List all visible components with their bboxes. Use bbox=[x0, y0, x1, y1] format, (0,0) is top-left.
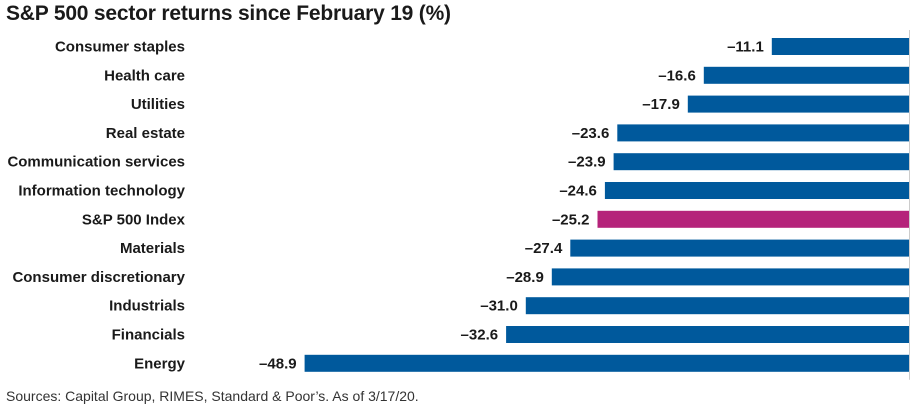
bar-consumer-staples bbox=[771, 38, 909, 55]
value-label: –23.9 bbox=[568, 154, 606, 171]
bar-communication-services bbox=[613, 153, 909, 171]
value-label: –48.9 bbox=[259, 355, 297, 372]
value-label: –17.9 bbox=[642, 96, 680, 113]
bar-information-technology bbox=[604, 182, 909, 199]
category-label: Industrials bbox=[109, 298, 185, 315]
category-label: S&P 500 Index bbox=[82, 211, 186, 228]
bar-real-estate bbox=[617, 124, 909, 142]
category-label: Communication services bbox=[7, 154, 185, 171]
bar-materials bbox=[570, 239, 909, 257]
bars-layer bbox=[304, 38, 910, 372]
bar-health-care bbox=[703, 66, 909, 84]
value-label: –32.6 bbox=[461, 327, 499, 344]
category-label: Energy bbox=[134, 355, 186, 372]
value-label: –25.2 bbox=[552, 211, 590, 228]
source-note: Sources: Capital Group, RIMES, Standard … bbox=[6, 388, 419, 404]
category-label: Financials bbox=[112, 327, 185, 344]
bar-industrials bbox=[525, 297, 909, 315]
value-label: –11.1 bbox=[727, 39, 764, 56]
value-label: –16.6 bbox=[658, 67, 696, 84]
category-label: Consumer discretionary bbox=[12, 269, 185, 286]
value-label: –23.6 bbox=[572, 125, 610, 142]
bar-utilities bbox=[687, 95, 909, 113]
category-label: Utilities bbox=[131, 96, 185, 113]
bar-financials bbox=[506, 326, 909, 343]
bar-consumer-discretionary bbox=[551, 268, 909, 286]
category-label: Materials bbox=[120, 240, 185, 257]
bar-s-p-500-index bbox=[597, 210, 909, 228]
labels-layer: Consumer staples –11.1 Health care –16.6 Uti… bbox=[7, 39, 763, 373]
value-label: –24.6 bbox=[559, 183, 597, 200]
category-label: Real estate bbox=[106, 125, 185, 142]
category-label: Health care bbox=[104, 67, 185, 84]
bar-energy bbox=[304, 354, 910, 372]
value-label: –27.4 bbox=[525, 240, 563, 257]
category-label: Information technology bbox=[18, 183, 185, 200]
category-label: Consumer staples bbox=[55, 39, 185, 56]
value-label: –28.9 bbox=[506, 269, 544, 286]
chart-title: S&P 500 sector returns since February 19… bbox=[6, 2, 451, 25]
value-label: –31.0 bbox=[480, 298, 518, 315]
